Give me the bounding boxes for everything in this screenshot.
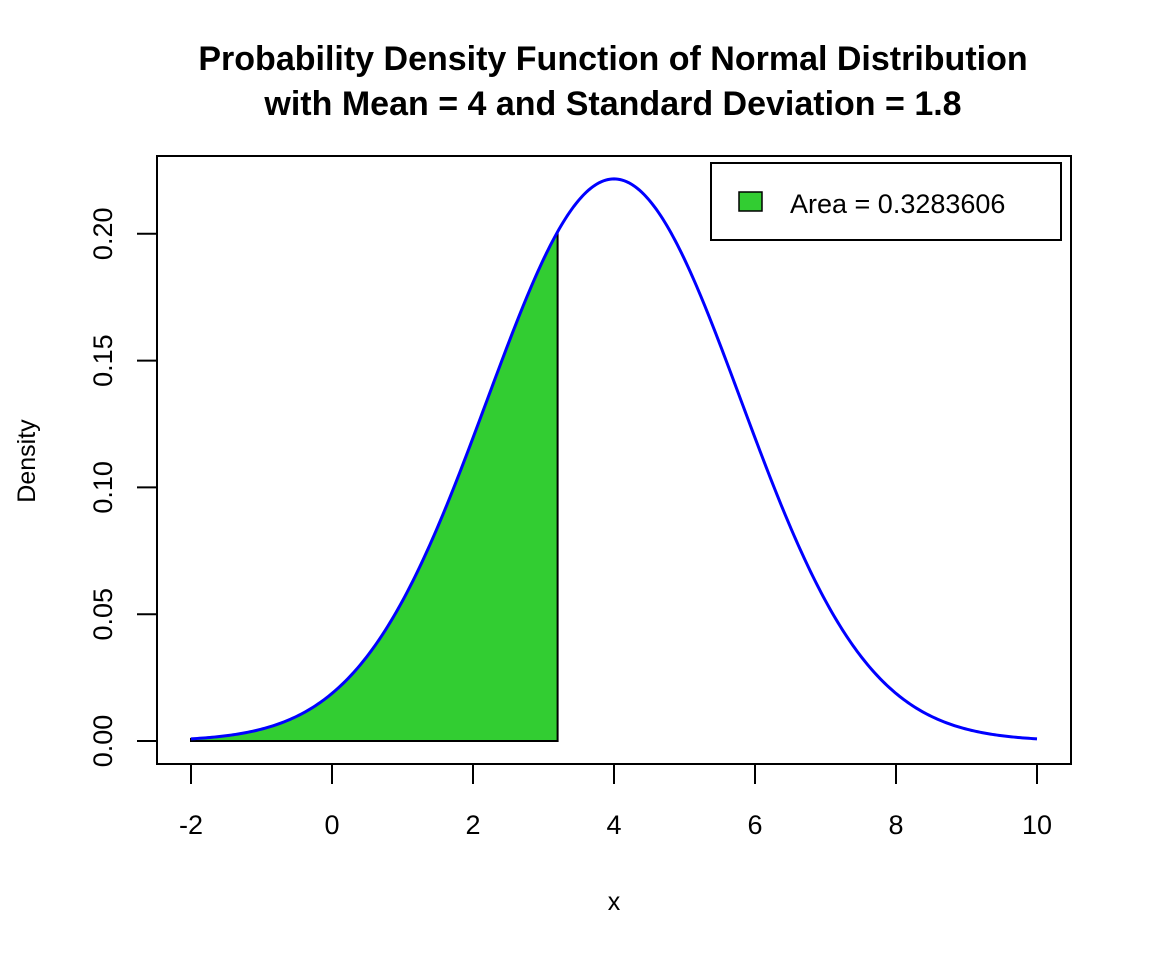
y-axis-label: Density: [13, 419, 41, 503]
legend-box: [710, 162, 1062, 241]
legend-swatch: [738, 191, 763, 212]
chart-title-line2: with Mean = 4 and Standard Deviation = 1…: [263, 85, 961, 123]
y-tick-label: 0.20: [88, 208, 118, 261]
y-axis: 0.00 0.05 0.10 0.15 0.20: [88, 208, 158, 768]
y-tick-label: 0.05: [88, 588, 118, 641]
x-tick-label: -2: [179, 810, 203, 840]
x-tick-label: 4: [606, 810, 621, 840]
legend: Area = 0.3283606: [710, 162, 1062, 241]
x-tick-label: 10: [1022, 810, 1052, 840]
x-tick-label: 0: [324, 810, 339, 840]
density-curve: [190, 177, 1038, 741]
legend-label: Area = 0.3283606: [790, 189, 1005, 219]
x-tick-label: 6: [747, 810, 762, 840]
x-tick-label: 2: [465, 810, 480, 840]
y-tick-label: 0.00: [88, 715, 118, 768]
chart-title-line1: Probability Density Function of Normal D…: [198, 40, 1027, 78]
x-axis: -2 0 2 4 6 8 10: [179, 763, 1052, 840]
y-tick-label: 0.10: [88, 461, 118, 514]
x-axis-label: x: [608, 888, 621, 916]
y-tick-label: 0.15: [88, 334, 118, 387]
x-tick-label: 8: [888, 810, 903, 840]
plot-layer: [190, 177, 1038, 742]
